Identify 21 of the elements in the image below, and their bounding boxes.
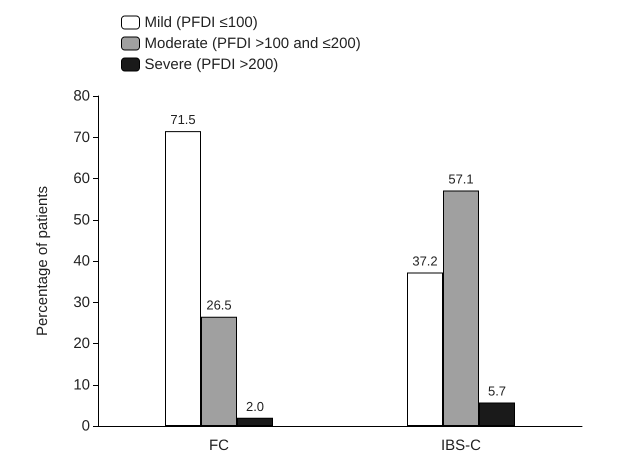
data-label: 5.7	[488, 383, 506, 398]
y-tick-label: 10	[73, 376, 90, 394]
y-tick-label: 30	[73, 294, 90, 311]
x-tick-label: IBS-C	[440, 437, 482, 454]
data-label: 57.1	[448, 171, 474, 186]
data-label: 37.2	[412, 254, 438, 269]
data-label: 26.5	[206, 298, 232, 313]
data-label: 2.0	[246, 398, 264, 414]
y-tick-label: 0	[82, 418, 90, 434]
y-tick-label: 60	[73, 170, 90, 187]
legend-label: Moderate (PFDI >100 and ≤200)	[144, 35, 361, 52]
y-tick-label: 50	[73, 211, 90, 228]
legend-label: Severe (PFDI >200)	[144, 56, 278, 73]
data-label: 71.5	[170, 112, 196, 128]
x-tick-label: FC	[209, 437, 230, 454]
y-tick-label: 20	[73, 335, 90, 352]
y-axis-title: Percentage of patients	[34, 186, 51, 336]
y-tick-label: 70	[73, 128, 90, 146]
y-tick-label: 80	[73, 88, 90, 104]
y-tick-label: 40	[73, 252, 90, 270]
legend-label: Mild (PFDI ≤100)	[144, 14, 258, 31]
